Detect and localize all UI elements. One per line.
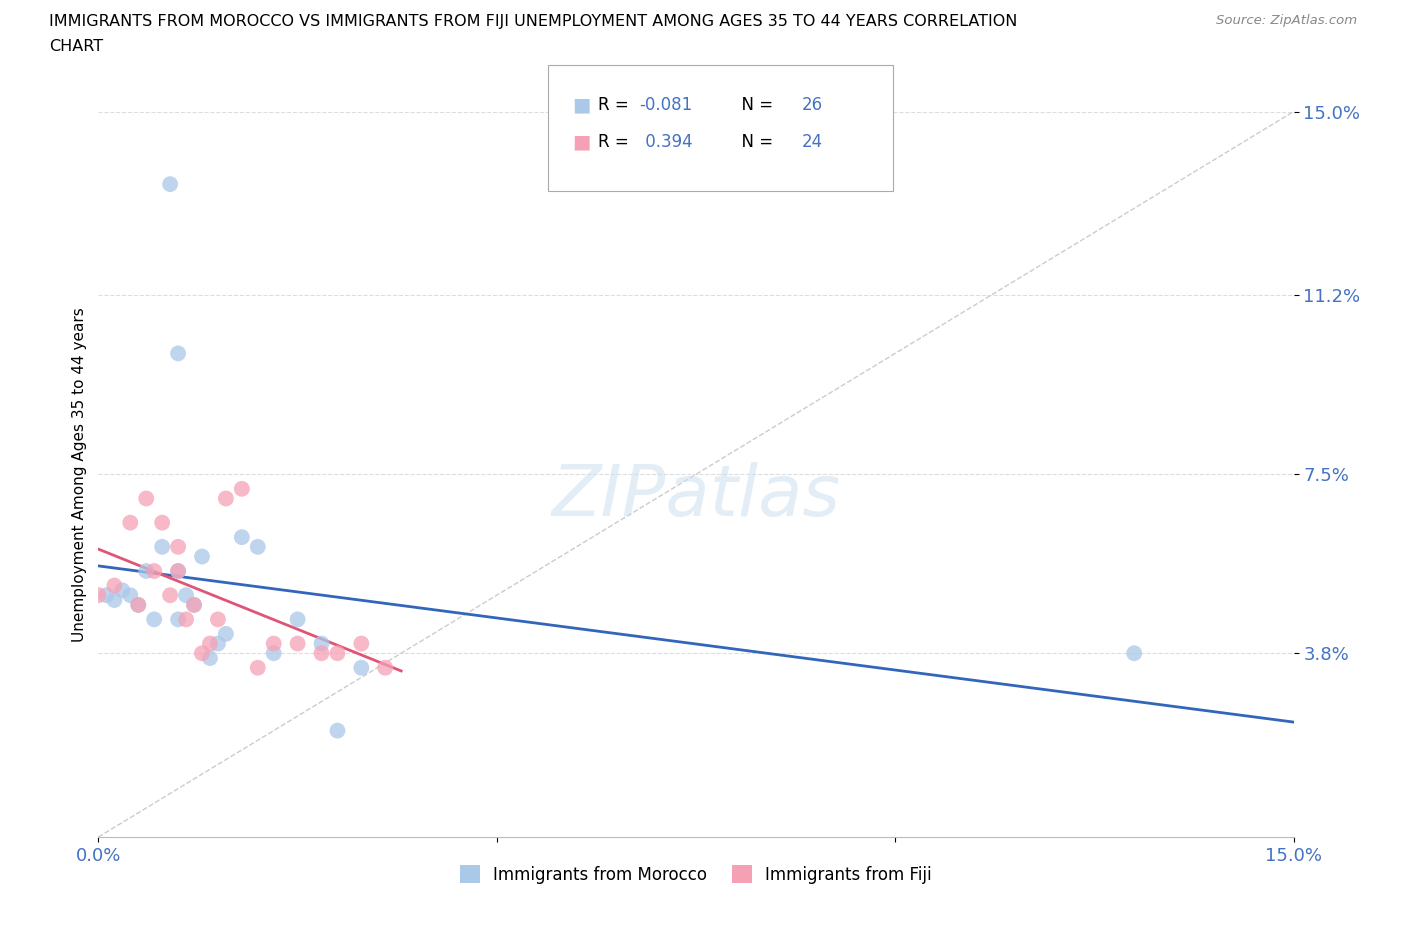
Point	[143, 612, 166, 627]
Text: N =: N =	[731, 96, 779, 114]
Point	[103, 592, 125, 607]
Text: 24: 24	[801, 133, 823, 152]
Point	[246, 539, 269, 554]
Point	[263, 645, 285, 660]
Point	[191, 549, 214, 564]
Point	[103, 578, 125, 593]
Point	[127, 597, 149, 612]
Point	[167, 539, 190, 554]
Point	[183, 597, 205, 612]
Point	[143, 564, 166, 578]
Point	[287, 636, 309, 651]
Point	[120, 515, 142, 530]
Point	[167, 564, 190, 578]
Point	[326, 724, 349, 738]
Text: -0.081: -0.081	[640, 96, 693, 114]
Point	[287, 612, 309, 627]
Point	[150, 539, 173, 554]
Point	[87, 588, 110, 603]
Text: 0.394: 0.394	[640, 133, 692, 152]
Point	[350, 660, 373, 675]
Point	[1123, 645, 1146, 660]
Point	[135, 491, 157, 506]
Point	[207, 636, 229, 651]
Point	[231, 530, 253, 545]
Point	[120, 588, 142, 603]
Point	[183, 597, 205, 612]
Point	[159, 177, 181, 192]
Point	[135, 564, 157, 578]
Point	[150, 515, 173, 530]
Y-axis label: Unemployment Among Ages 35 to 44 years: Unemployment Among Ages 35 to 44 years	[72, 307, 87, 642]
Point	[96, 588, 118, 603]
Legend: Immigrants from Morocco, Immigrants from Fiji: Immigrants from Morocco, Immigrants from…	[453, 858, 939, 890]
Text: ■: ■	[572, 133, 591, 152]
Point	[198, 636, 221, 651]
Text: R =: R =	[598, 133, 634, 152]
Text: ZIPatlas: ZIPatlas	[551, 461, 841, 530]
Point	[215, 627, 238, 642]
Text: CHART: CHART	[49, 39, 103, 54]
Point	[198, 651, 221, 666]
Point	[246, 660, 269, 675]
Text: ■: ■	[572, 96, 591, 114]
Point	[167, 346, 190, 361]
Point	[127, 597, 149, 612]
Point	[374, 660, 396, 675]
Point	[207, 612, 229, 627]
Point	[350, 636, 373, 651]
Point	[191, 645, 214, 660]
Text: N =: N =	[731, 133, 779, 152]
Point	[159, 588, 181, 603]
Point	[174, 612, 197, 627]
Point	[326, 645, 349, 660]
Text: R =: R =	[598, 96, 634, 114]
Point	[215, 491, 238, 506]
Point	[311, 645, 333, 660]
Point	[167, 564, 190, 578]
Point	[174, 588, 197, 603]
Point	[231, 482, 253, 497]
Point	[263, 636, 285, 651]
Point	[311, 636, 333, 651]
Text: 26: 26	[801, 96, 823, 114]
Point	[167, 612, 190, 627]
Text: Source: ZipAtlas.com: Source: ZipAtlas.com	[1216, 14, 1357, 27]
Point	[111, 583, 134, 598]
Text: IMMIGRANTS FROM MOROCCO VS IMMIGRANTS FROM FIJI UNEMPLOYMENT AMONG AGES 35 TO 44: IMMIGRANTS FROM MOROCCO VS IMMIGRANTS FR…	[49, 14, 1018, 29]
